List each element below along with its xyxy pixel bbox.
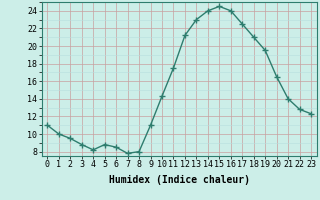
X-axis label: Humidex (Indice chaleur): Humidex (Indice chaleur) [109,175,250,185]
